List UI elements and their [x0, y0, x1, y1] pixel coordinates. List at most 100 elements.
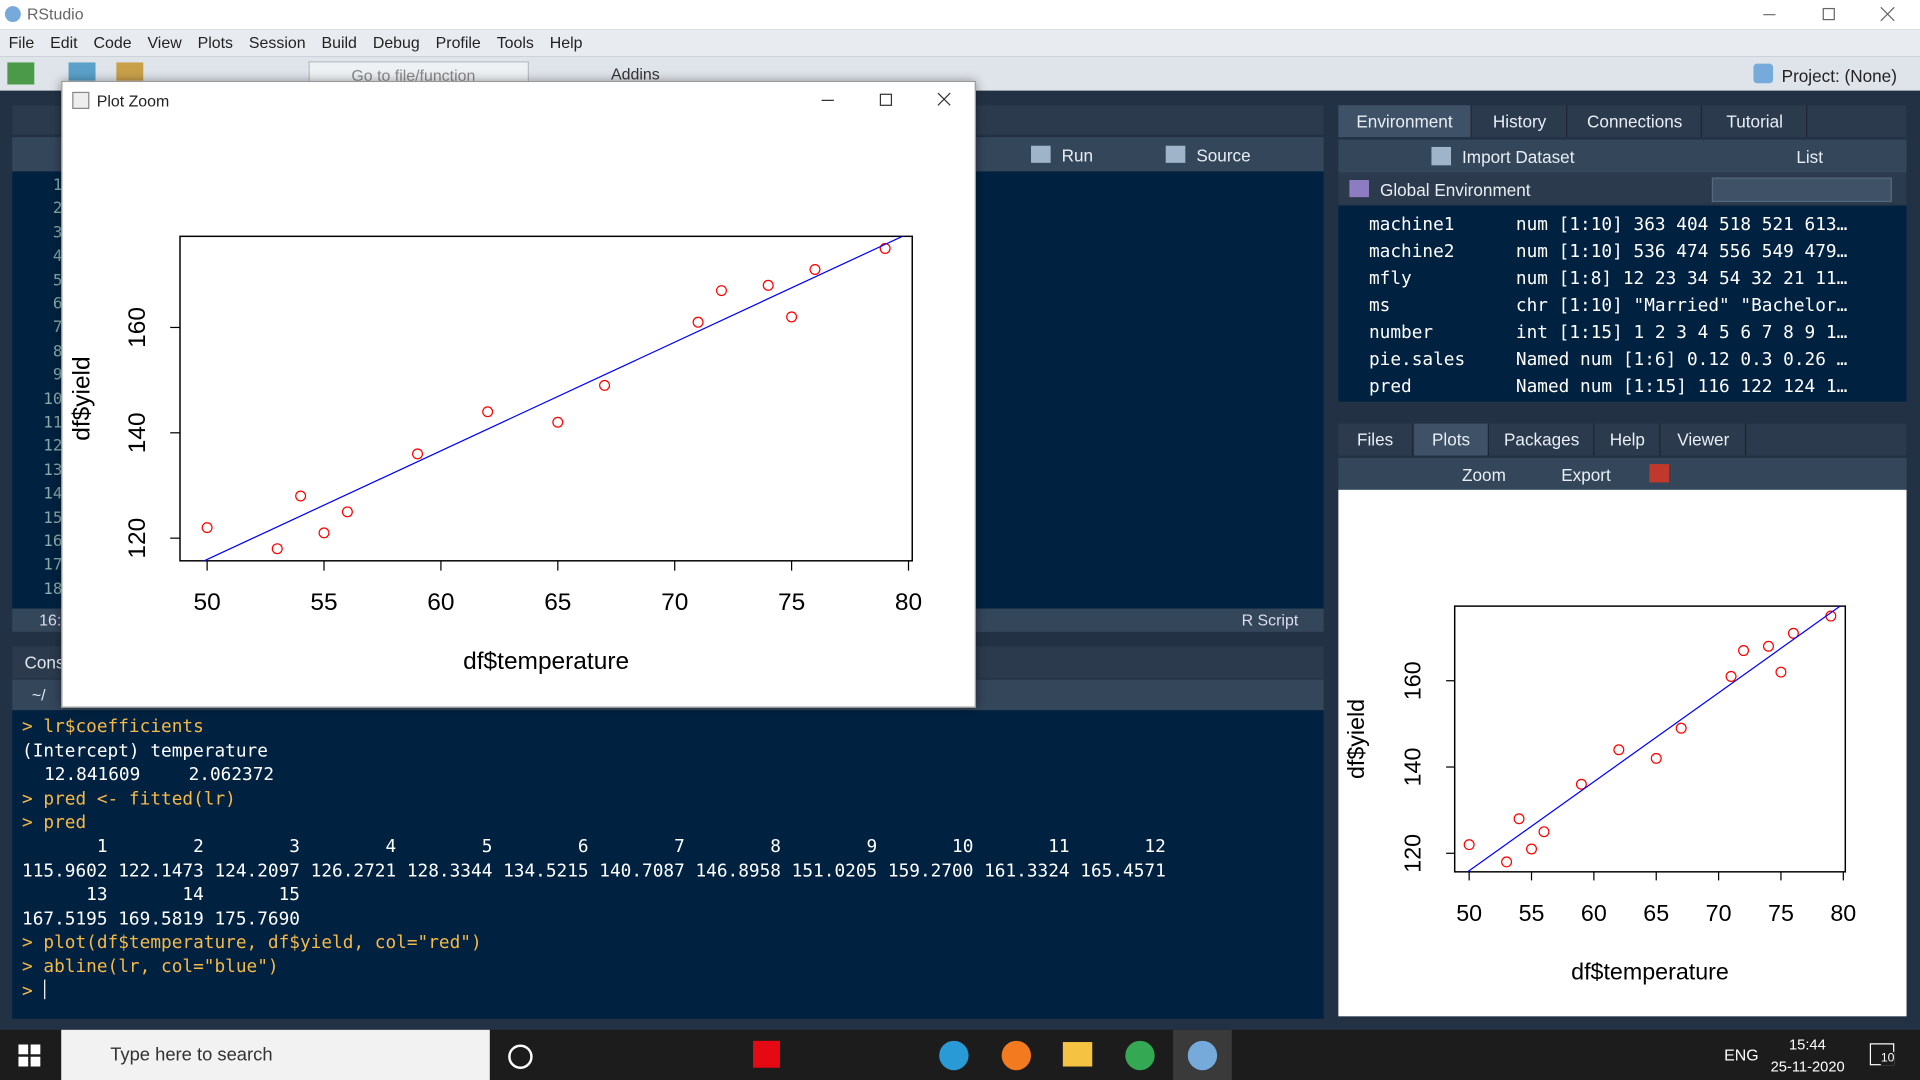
data-point — [1501, 856, 1513, 868]
new-file-button[interactable] — [7, 62, 35, 85]
edge-icon[interactable] — [939, 1040, 969, 1071]
cortana-button[interactable] — [508, 1044, 533, 1069]
language[interactable]: ENG — [1724, 1045, 1759, 1065]
regression-line — [202, 236, 904, 561]
scope-icon — [1349, 180, 1369, 198]
chrome-icon[interactable] — [1125, 1040, 1155, 1071]
addins-menu[interactable]: Addins — [611, 64, 660, 84]
netflix-icon[interactable] — [753, 1040, 781, 1068]
export-button[interactable]: Export — [1561, 465, 1611, 485]
plots-toolbar: Zoom Export — [1338, 457, 1907, 490]
file-type[interactable]: R Script — [1241, 611, 1299, 630]
line-number: 11 — [43, 413, 63, 433]
line-number: 7 — [52, 318, 63, 338]
menu-item[interactable]: File — [8, 33, 35, 52]
line-number: 6 — [52, 295, 63, 314]
open-button[interactable] — [116, 62, 144, 85]
clear-plot-button[interactable] — [1649, 464, 1669, 483]
data-point — [1725, 670, 1737, 682]
import-dataset-button[interactable]: Import Dataset — [1462, 146, 1575, 167]
menu-item[interactable]: Plots — [197, 33, 234, 52]
pane-tab[interactable]: History — [1473, 105, 1568, 138]
menu-item[interactable]: Help — [549, 33, 583, 52]
clock-time[interactable]: 15:44 — [1788, 1035, 1826, 1054]
app-icon — [4, 6, 21, 23]
project-menu[interactable]: Project: (None) — [1781, 66, 1897, 86]
console-command: > plot(df$temperature, df$yield, col="re… — [22, 933, 482, 954]
window-controls[interactable] — [1751, 0, 1920, 29]
x-tick-label: 65 — [1643, 900, 1669, 926]
variable-value: Named num [1:6] 0.12 0.3 0.26 … — [1515, 350, 1848, 370]
line-number: 8 — [52, 342, 63, 361]
data-point — [1787, 627, 1799, 639]
search-box[interactable] — [1711, 177, 1892, 203]
window-icon — [72, 91, 90, 109]
data-point — [1538, 826, 1550, 838]
rstudio-icon — [1187, 1040, 1218, 1071]
data-point — [318, 527, 330, 539]
scope-bar: Global Environment — [1338, 172, 1907, 205]
source-button[interactable]: Source — [1196, 145, 1251, 166]
line-number: 2 — [52, 200, 63, 219]
menu-item[interactable]: Edit — [50, 33, 78, 52]
console-output: 13 14 15 — [22, 885, 300, 906]
line-number: 10 — [43, 390, 63, 409]
coefficient-value: 2.062372 — [188, 765, 275, 786]
console-command: > — [22, 981, 33, 1002]
search-bar[interactable]: Type here to search — [61, 1029, 490, 1080]
pane-tab[interactable]: Environment — [1338, 105, 1472, 138]
data-point — [1513, 813, 1525, 825]
variable-value: num [1:10] 536 474 556 549 479… — [1515, 242, 1848, 263]
line-number: 14 — [43, 485, 63, 504]
menu-item[interactable]: Debug — [372, 33, 420, 52]
console-command: > abline(lr, col="blue") — [22, 957, 279, 978]
x-axis-label: df$temperature — [1571, 959, 1729, 985]
zoom-button[interactable]: Zoom — [1462, 465, 1506, 485]
menu-item[interactable]: Code — [93, 33, 132, 52]
console-command: > pred <- fitted(lr) — [22, 789, 236, 810]
variable-name: machine2 — [1368, 242, 1455, 263]
y-tick-label: 120 — [1399, 834, 1425, 873]
x-tick-label: 75 — [778, 589, 805, 616]
pane-tab[interactable]: Connections — [1568, 105, 1703, 138]
menu-item[interactable]: Build — [321, 33, 357, 52]
source-icon — [1165, 145, 1186, 163]
notifications[interactable]: 10 — [1869, 1043, 1895, 1066]
variable-value: Named num [1:15] 116 122 124 1… — [1515, 377, 1848, 397]
pane-tab[interactable]: Plots — [1414, 423, 1489, 456]
pane-tab[interactable]: Files — [1338, 423, 1414, 456]
zoom-window-controls[interactable] — [809, 82, 974, 119]
pane-tab[interactable]: Packages — [1490, 423, 1595, 456]
clock-date[interactable]: 25-11-2020 — [1770, 1057, 1845, 1076]
variable-name: pred — [1368, 377, 1412, 397]
cursor-position: 16: — [39, 611, 62, 630]
list-view-button[interactable]: List — [1796, 146, 1824, 167]
console-output: 115.9602 122.1473 124.2097 126.2721 128.… — [22, 861, 1166, 882]
title-bar: RStudio — [0, 0, 1920, 30]
menu-item[interactable]: Profile — [435, 33, 481, 52]
line-number: 18 — [43, 580, 63, 599]
run-button[interactable]: Run — [1061, 145, 1094, 166]
line-number: 17 — [43, 556, 63, 575]
firefox-icon[interactable] — [1001, 1040, 1032, 1071]
data-point — [1775, 666, 1787, 678]
start-button[interactable] — [18, 1044, 41, 1067]
pane-tab[interactable]: Help — [1595, 423, 1661, 456]
menu-item[interactable]: Tools — [496, 33, 534, 52]
scope-menu[interactable]: Global Environment — [1380, 180, 1531, 200]
variable-value: chr [1:10] "Married" "Bachelor… — [1515, 296, 1848, 316]
data-point — [1762, 640, 1774, 652]
explorer-icon[interactable] — [1062, 1042, 1093, 1067]
new-project-button[interactable] — [68, 62, 96, 85]
variable-name: machine1 — [1368, 215, 1455, 236]
y-axis-label: df$yield — [69, 356, 96, 440]
rstudio-task[interactable] — [1173, 1029, 1232, 1080]
pane-tab[interactable]: Viewer — [1661, 423, 1747, 456]
menu-item[interactable]: Session — [248, 33, 306, 52]
line-number: 15 — [43, 508, 63, 528]
import-icon — [1431, 146, 1452, 166]
pane-tab[interactable]: Tutorial — [1703, 105, 1808, 138]
data-point — [762, 279, 774, 291]
menu-item[interactable]: View — [147, 33, 182, 52]
